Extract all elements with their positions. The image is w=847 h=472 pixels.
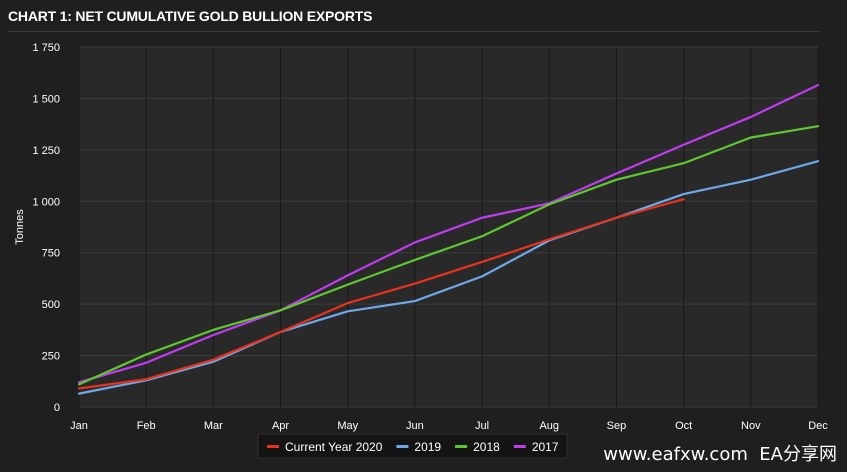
series-line	[77, 83, 820, 384]
plot-area	[79, 47, 818, 407]
y-tick-label: 500	[42, 299, 60, 311]
chart-title: CHART 1: NET CUMULATIVE GOLD BULLION EXP…	[8, 8, 373, 24]
legend-label[interactable]: Current Year 2020	[285, 440, 383, 454]
x-tick-label: Jul	[475, 420, 489, 432]
y-axis-label: Tonnes	[14, 209, 26, 245]
title-divider	[8, 31, 820, 32]
x-tick-label: Mar	[204, 420, 223, 432]
x-tick-label: Dec	[808, 420, 828, 432]
y-tick-label: 250	[42, 351, 60, 363]
legend-label[interactable]: 2017	[532, 440, 559, 454]
legend-label[interactable]: 2019	[414, 440, 441, 454]
y-tick-label: 750	[42, 248, 60, 260]
series-line	[77, 198, 685, 390]
gridlines	[78, 46, 819, 408]
x-tick-label: Jan	[70, 420, 88, 432]
x-tick-label: Nov	[741, 420, 761, 432]
x-tick-label: Jun	[406, 420, 424, 432]
series-lines	[77, 83, 820, 395]
x-axis: Jan Feb Mar Apr May Jun Jul Aug Sep Oct Nov Dec	[70, 420, 828, 432]
series-line	[77, 125, 820, 386]
legend: Current Year 2020 2019 2018 2017	[257, 433, 568, 459]
y-tick-label: 1 250	[32, 145, 60, 157]
x-tick-label: Oct	[675, 420, 692, 432]
y-tick-label: 0	[54, 402, 60, 414]
x-tick-label: Aug	[539, 420, 559, 432]
y-axis: 0 250 500 750 1 000 1 250 1 500 1 750	[32, 42, 60, 414]
y-tick-label: 1 500	[32, 93, 60, 105]
series-line	[77, 160, 820, 395]
x-tick-label: Apr	[272, 420, 289, 432]
x-tick-label: Feb	[137, 420, 156, 432]
x-tick-label: Sep	[607, 420, 627, 432]
y-tick-label: 1 000	[32, 196, 60, 208]
watermark-text: www.eafxw.com EA分享网	[603, 444, 837, 465]
x-tick-label: May	[337, 420, 358, 432]
legend-label[interactable]: 2018	[473, 440, 500, 454]
y-tick-label: 1 750	[32, 42, 60, 54]
